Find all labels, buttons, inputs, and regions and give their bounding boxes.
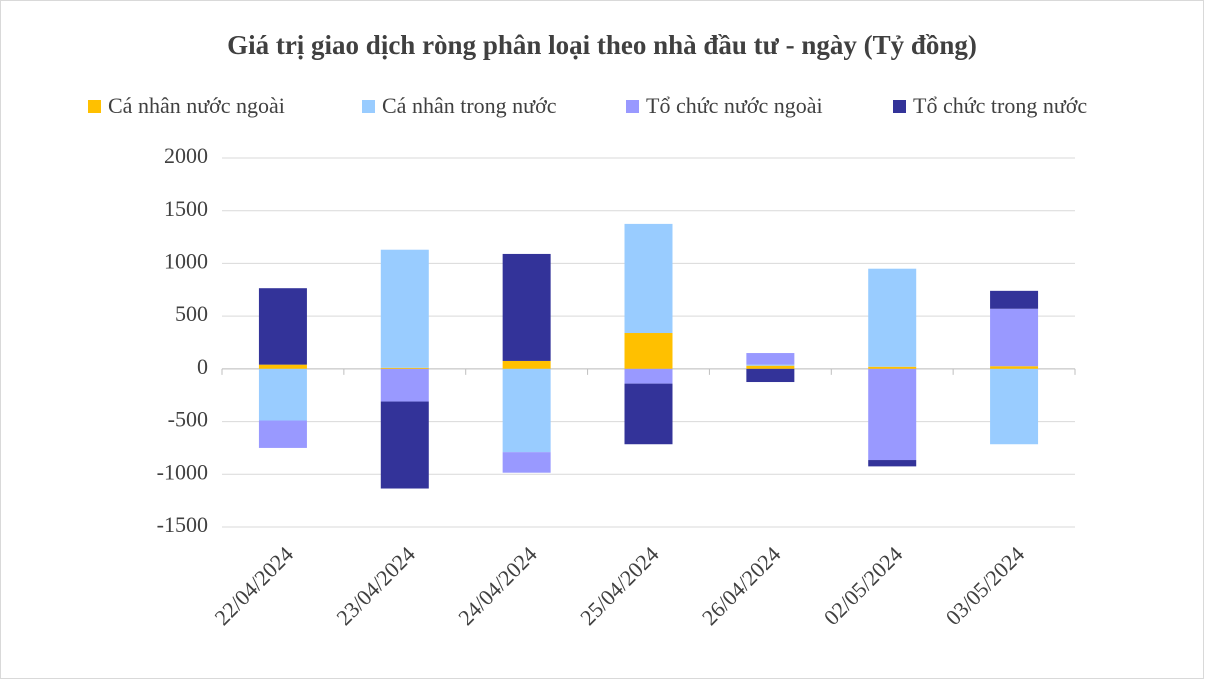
- y-tick-label: 1000: [164, 248, 208, 273]
- bar-segment: [868, 460, 917, 467]
- bar-segment: [258, 364, 307, 369]
- y-tick-label: 2000: [164, 143, 208, 168]
- bar-segment: [868, 268, 917, 367]
- bar-segment: [990, 368, 1039, 445]
- bar-segment: [624, 368, 673, 384]
- bar-segment: [868, 366, 917, 369]
- bar-segment: [380, 401, 429, 489]
- bar-segment: [502, 368, 551, 453]
- legend-swatch: [88, 100, 101, 113]
- bar-segment: [746, 353, 795, 365]
- bar-segment: [380, 368, 429, 402]
- bar-segment: [990, 308, 1039, 367]
- bar-segment: [746, 365, 795, 369]
- bar-segment: [990, 290, 1039, 309]
- legend-swatch: [362, 100, 375, 113]
- bar-segment: [624, 333, 673, 369]
- bar-segment: [624, 223, 673, 334]
- y-tick-label: -1000: [157, 459, 208, 484]
- legend-label: Cá nhân trong nước: [382, 93, 557, 118]
- y-tick-label: -1500: [157, 512, 208, 537]
- bar-segment: [868, 368, 917, 461]
- bar-segment: [380, 249, 429, 368]
- bar-segment: [258, 288, 307, 365]
- bar-segment: [502, 253, 551, 361]
- legend-label: Cá nhân nước ngoài: [108, 93, 285, 118]
- legend-label: Tổ chức nước ngoài: [646, 93, 823, 118]
- bar-segment: [746, 364, 795, 366]
- bar-segment: [990, 366, 1039, 369]
- y-tick-label: -500: [168, 407, 208, 432]
- bar-segment: [624, 383, 673, 445]
- y-tick-label: 0: [197, 354, 208, 379]
- y-tick-label: 500: [175, 301, 208, 326]
- legend-label: Tổ chức trong nước: [913, 93, 1087, 118]
- bar-segment: [258, 420, 307, 448]
- bar-segment: [258, 368, 307, 421]
- y-tick-label: 1500: [164, 196, 208, 221]
- bar-segment: [746, 368, 795, 383]
- bar-segment: [502, 452, 551, 473]
- legend-swatch: [893, 100, 906, 113]
- chart-title: Giá trị giao dịch ròng phân loại theo nh…: [227, 30, 977, 60]
- bar-segment: [380, 367, 429, 369]
- legend-swatch: [626, 100, 639, 113]
- bar-segment: [502, 360, 551, 369]
